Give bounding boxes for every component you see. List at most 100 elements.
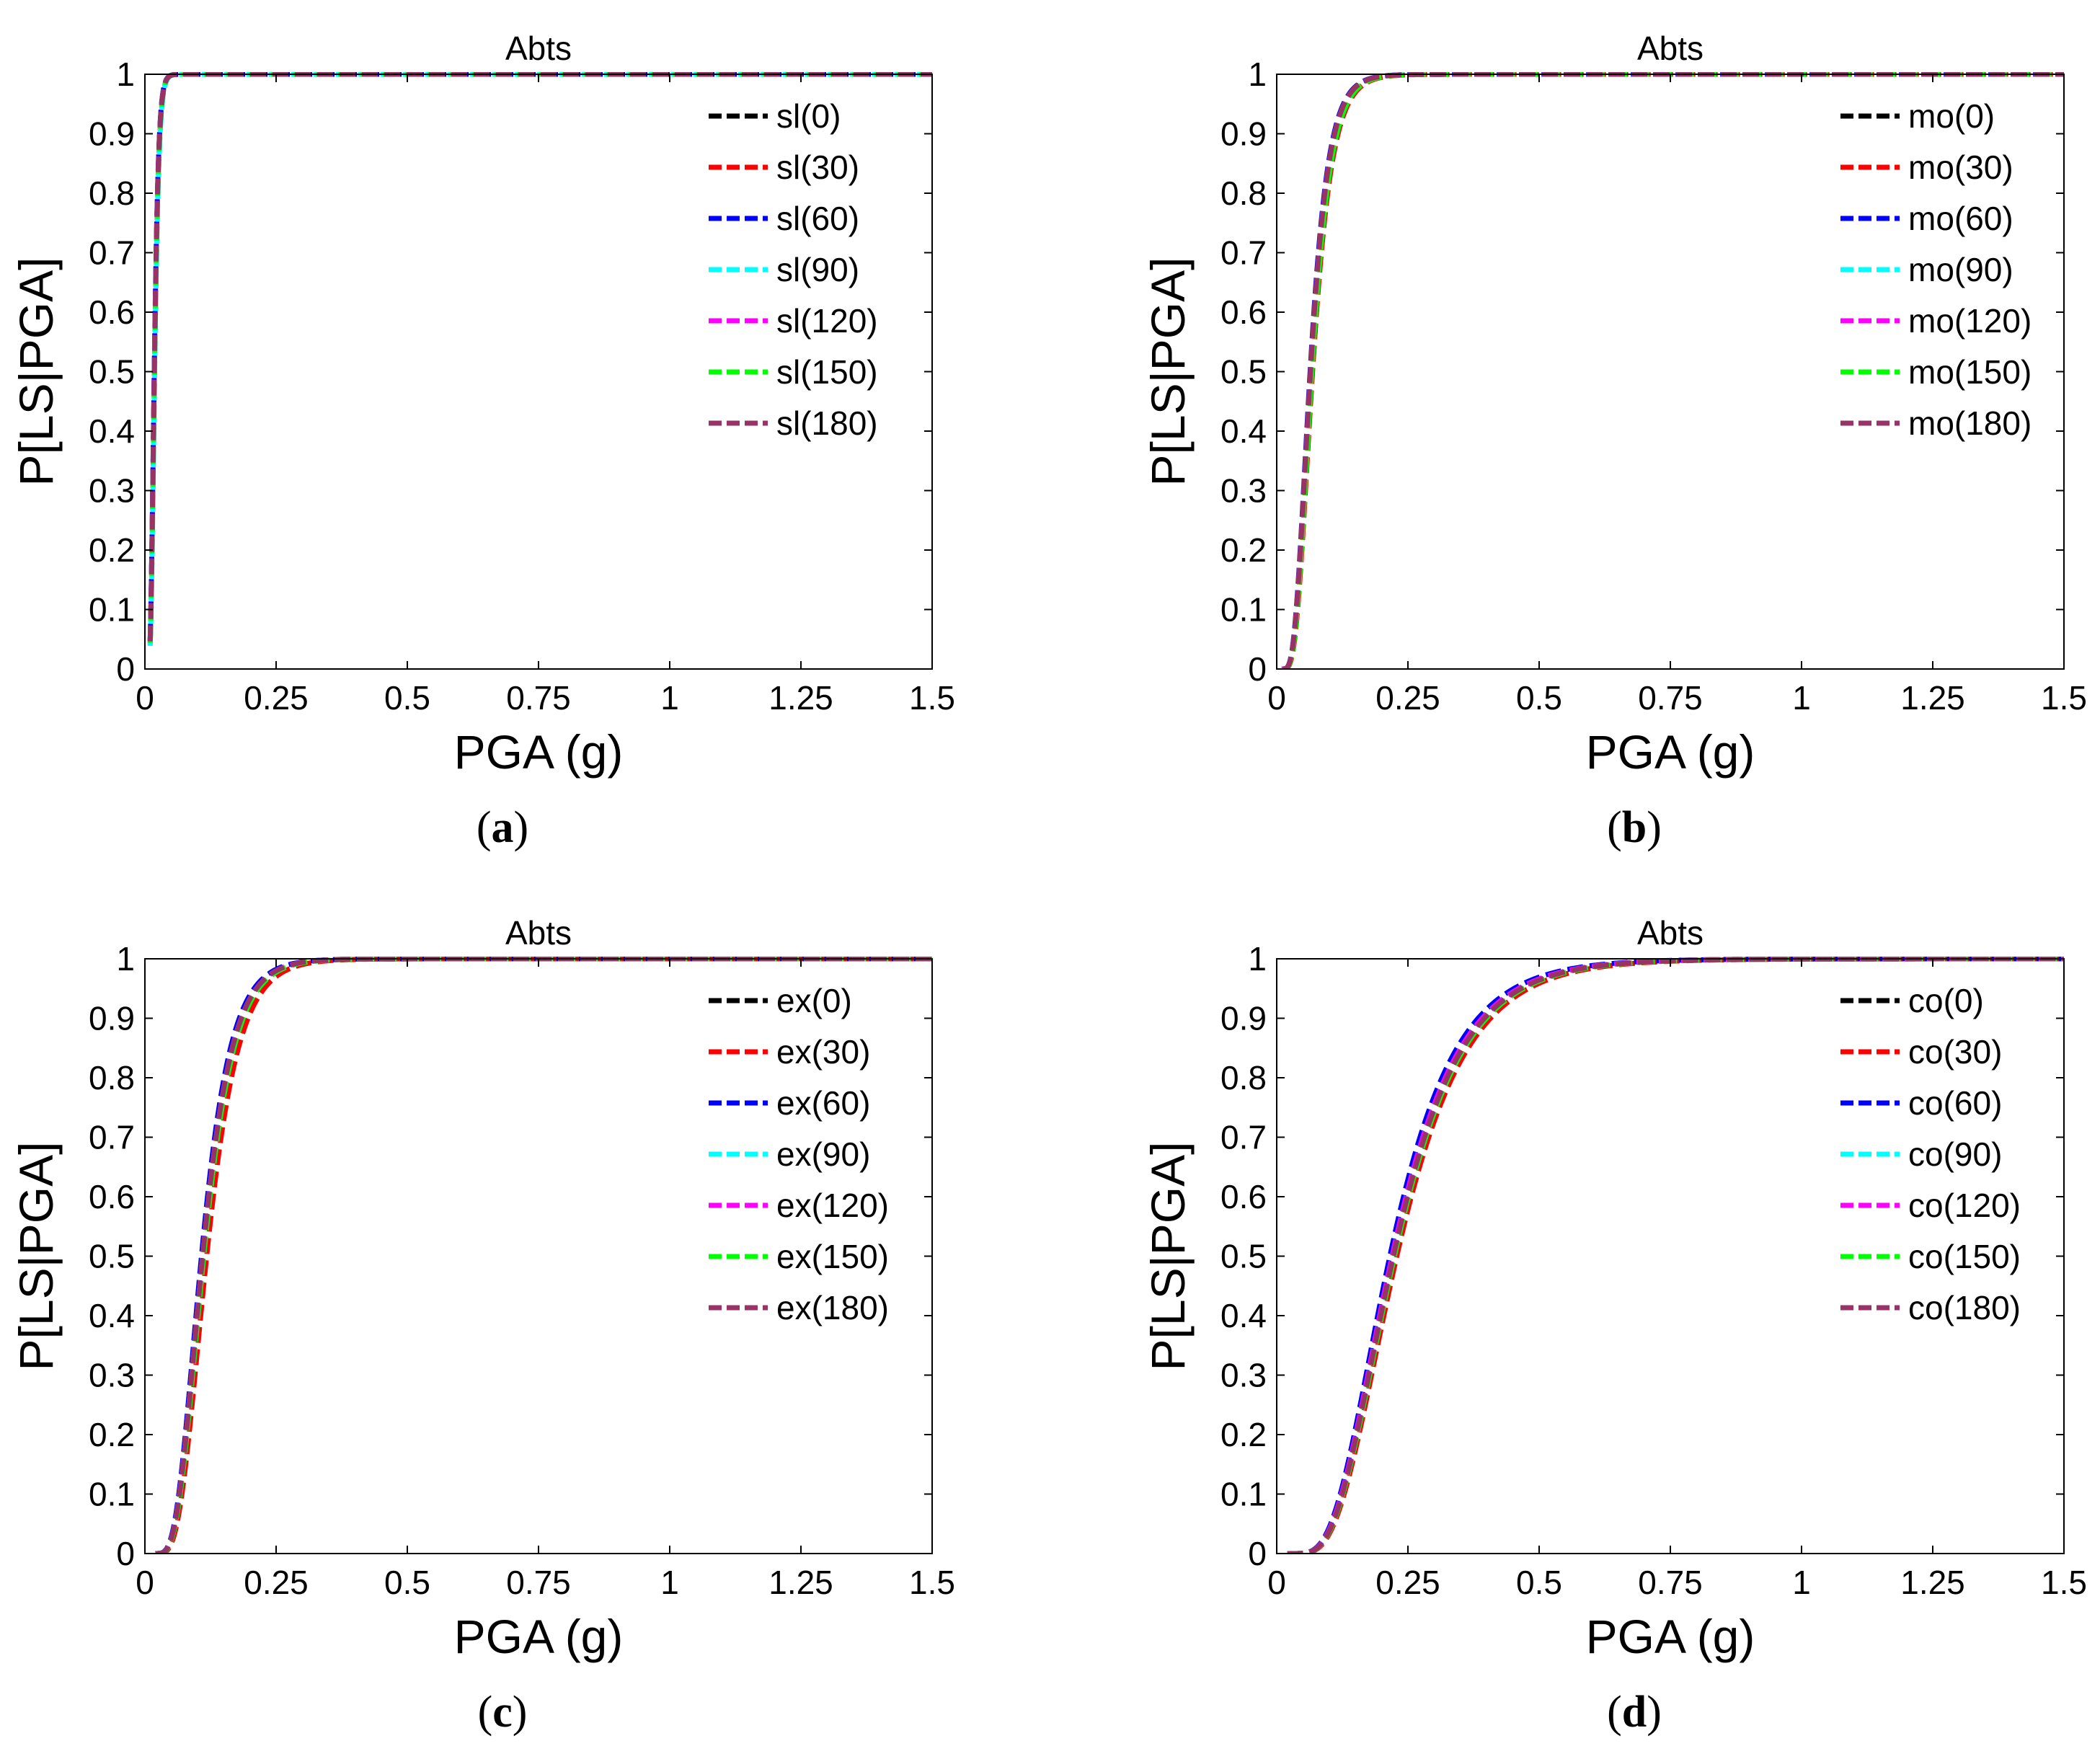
panel-caption: (a) bbox=[477, 803, 528, 852]
x-tick-label: 0.25 bbox=[244, 679, 309, 717]
legend-label: co(180) bbox=[1908, 1289, 2021, 1326]
y-tick-label: 0.4 bbox=[1220, 412, 1267, 450]
y-tick-label: 0.2 bbox=[89, 531, 135, 569]
y-tick-label: 0.2 bbox=[89, 1416, 135, 1453]
y-tick-label: 0.6 bbox=[89, 1178, 135, 1215]
legend-label: co(120) bbox=[1908, 1187, 2021, 1224]
y-tick-label: 0.1 bbox=[1220, 591, 1267, 629]
x-tick-label: 0.5 bbox=[384, 679, 430, 717]
x-axis-label: PGA (g) bbox=[454, 725, 624, 779]
y-tick-label: 0.8 bbox=[89, 174, 135, 212]
y-tick-label: 0.3 bbox=[89, 472, 135, 510]
chart-title: Abts bbox=[505, 914, 572, 952]
legend-label: sl(150) bbox=[776, 353, 878, 391]
x-tick-label: 1.5 bbox=[909, 679, 955, 717]
y-tick-label: 0.8 bbox=[1220, 174, 1267, 212]
x-tick-label: 0.75 bbox=[506, 679, 571, 717]
legend-label: ex(120) bbox=[776, 1187, 889, 1224]
x-tick-label: 1.25 bbox=[1900, 1564, 1965, 1601]
x-tick-label: 1 bbox=[1792, 679, 1811, 717]
y-tick-label: 0.1 bbox=[1220, 1476, 1267, 1513]
x-tick-label: 0.25 bbox=[1375, 679, 1440, 717]
x-tick-label: 1.25 bbox=[768, 679, 833, 717]
legend-label: co(90) bbox=[1908, 1135, 2002, 1173]
y-tick-label: 0.7 bbox=[89, 234, 135, 272]
y-tick-label: 0.2 bbox=[1220, 1416, 1267, 1453]
x-tick-label: 1.5 bbox=[2041, 679, 2087, 717]
y-tick-label: 0 bbox=[116, 1535, 135, 1572]
x-tick-label: 0 bbox=[136, 1564, 154, 1601]
panel-c: Abts 0 0.25 0.5 0.75 1 1.25 1.5 0 0.1 0.2 0.3 0.4 0.5… bbox=[9, 914, 955, 1737]
legend-label: ex(150) bbox=[776, 1238, 889, 1275]
y-axis-label: P[LS|PGA] bbox=[9, 257, 63, 487]
x-axis-label: PGA (g) bbox=[454, 1610, 624, 1663]
x-tick-label: 0.25 bbox=[1375, 1564, 1440, 1601]
x-tick-label: 0.5 bbox=[384, 1564, 430, 1601]
y-tick-label: 0.2 bbox=[1220, 531, 1267, 569]
y-tick-label: 1 bbox=[1248, 940, 1267, 978]
legend-label: co(150) bbox=[1908, 1238, 2021, 1275]
legend-label: sl(120) bbox=[776, 302, 878, 340]
x-tick-label: 0.75 bbox=[506, 1564, 571, 1601]
y-tick-label: 0.5 bbox=[89, 1238, 135, 1275]
legend-label: sl(60) bbox=[776, 200, 859, 237]
legend: mo(0) mo(30) mo(60) mo(90) mo(120) mo(150) mo(… bbox=[1840, 97, 2032, 442]
x-tick-label: 0.75 bbox=[1638, 679, 1703, 717]
y-tick-label: 0 bbox=[116, 650, 135, 688]
x-tick-label: 1 bbox=[1792, 1564, 1811, 1601]
legend-label: mo(0) bbox=[1908, 97, 1995, 135]
panel-caption: (b) bbox=[1607, 803, 1662, 852]
y-tick-label: 0.6 bbox=[1220, 293, 1267, 331]
y-tick-label: 0.8 bbox=[1220, 1059, 1267, 1096]
legend-label: ex(90) bbox=[776, 1135, 870, 1173]
y-tick-label: 0.3 bbox=[1220, 472, 1267, 510]
x-tick-label: 0 bbox=[1267, 1564, 1286, 1601]
legend: ex(0) ex(30) ex(60) ex(90) ex(120) ex(150) ex(… bbox=[709, 982, 889, 1326]
legend-label: mo(30) bbox=[1908, 149, 2013, 186]
y-tick-label: 0 bbox=[1248, 650, 1267, 688]
y-tick-label: 0.9 bbox=[1220, 1000, 1267, 1037]
legend-label: ex(60) bbox=[776, 1084, 870, 1122]
legend-label: mo(150) bbox=[1908, 353, 2032, 391]
y-tick-label: 0.4 bbox=[1220, 1297, 1267, 1334]
x-tick-label: 1.5 bbox=[909, 1564, 955, 1601]
y-tick-label: 0.4 bbox=[89, 412, 135, 450]
y-tick-label: 0.4 bbox=[89, 1297, 135, 1334]
y-axis-label: P[LS|PGA] bbox=[1141, 1142, 1195, 1371]
x-tick-label: 1.25 bbox=[1900, 679, 1965, 717]
x-tick-label: 1 bbox=[660, 679, 679, 717]
panel-caption: (d) bbox=[1607, 1688, 1662, 1737]
y-tick-label: 1 bbox=[116, 56, 135, 93]
legend-label: co(0) bbox=[1908, 982, 1984, 1019]
x-axis-label: PGA (g) bbox=[1586, 725, 1755, 779]
y-tick-label: 0.5 bbox=[1220, 1238, 1267, 1275]
x-tick-label: 0.5 bbox=[1516, 679, 1562, 717]
chart-title: Abts bbox=[1637, 914, 1704, 952]
y-tick-label: 0.6 bbox=[1220, 1178, 1267, 1215]
x-tick-label: 0 bbox=[136, 679, 154, 717]
y-tick-label: 0.1 bbox=[89, 1476, 135, 1513]
x-tick-label: 0.25 bbox=[244, 1564, 309, 1601]
y-tick-label: 0.7 bbox=[89, 1119, 135, 1156]
legend-label: ex(30) bbox=[776, 1033, 870, 1071]
y-tick-label: 1 bbox=[1248, 56, 1267, 93]
legend-label: ex(180) bbox=[776, 1289, 889, 1326]
y-tick-label: 0 bbox=[1248, 1535, 1267, 1572]
y-tick-label: 0.9 bbox=[89, 1000, 135, 1037]
y-tick-label: 0.7 bbox=[1220, 234, 1267, 272]
x-axis-label: PGA (g) bbox=[1586, 1610, 1755, 1663]
x-tick-label: 0 bbox=[1267, 679, 1286, 717]
y-axis-label: P[LS|PGA] bbox=[1141, 257, 1195, 487]
legend-label: mo(90) bbox=[1908, 251, 2013, 288]
x-tick-label: 1.5 bbox=[2041, 1564, 2087, 1601]
chart-title: Abts bbox=[1637, 30, 1704, 67]
panel-b: Abts 0 0.25 0.5 0.75 1 1.25 1.5 0 0.1 0.2 0.3 0.4 0.5… bbox=[1141, 30, 2087, 852]
legend-label: sl(30) bbox=[776, 149, 859, 186]
panel-a: Abts 0 0.25 0.5 0.75 1 1.25 1.5 0 0.1 0.2 0.3 0.4 0.5… bbox=[9, 30, 955, 852]
y-tick-label: 0.8 bbox=[89, 1059, 135, 1096]
legend-label: sl(180) bbox=[776, 404, 878, 442]
panel-d: Abts 0 0.25 0.5 0.75 1 1.25 1.5 0 0.1 0.2 0.3 0.4 0.5… bbox=[1141, 914, 2087, 1737]
x-tick-label: 1 bbox=[660, 1564, 679, 1601]
y-axis-label: P[LS|PGA] bbox=[9, 1142, 63, 1371]
